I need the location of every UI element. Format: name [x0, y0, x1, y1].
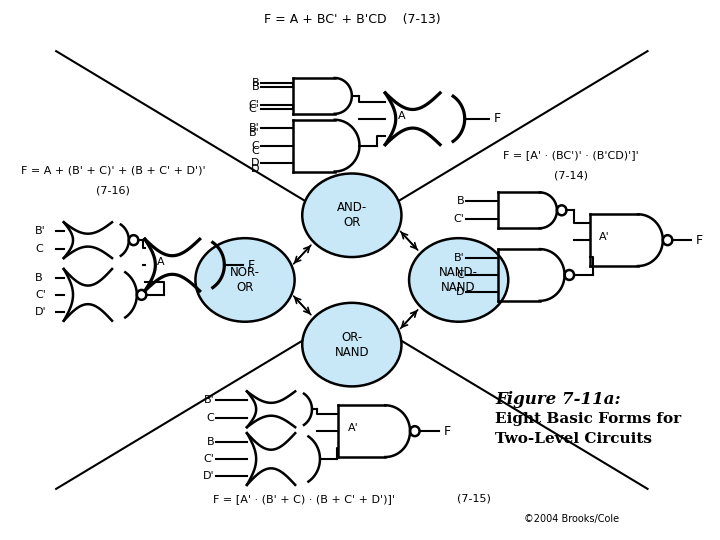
Text: C': C': [454, 214, 464, 224]
Text: A: A: [397, 111, 405, 121]
Ellipse shape: [302, 303, 402, 387]
Text: B: B: [35, 273, 42, 282]
Text: C: C: [35, 244, 43, 254]
Text: B: B: [207, 437, 215, 447]
Text: Eight Basic Forms for: Eight Basic Forms for: [495, 412, 681, 426]
Text: C: C: [251, 140, 259, 151]
Ellipse shape: [302, 173, 402, 257]
Text: A: A: [157, 257, 165, 267]
Text: D: D: [456, 287, 464, 297]
Text: B': B': [204, 395, 215, 406]
Text: B: B: [252, 78, 259, 88]
Text: C': C': [248, 104, 259, 114]
Text: F = [A' · (BC')' · (B'CD)']': F = [A' · (BC')' · (B'CD)']': [503, 151, 639, 160]
Text: B': B': [248, 124, 259, 133]
Text: Two-Level Circuits: Two-Level Circuits: [495, 432, 652, 446]
Text: AND-
OR: AND- OR: [337, 201, 367, 229]
Text: D': D': [203, 471, 215, 481]
Text: B': B': [248, 127, 259, 138]
Text: F = A + (B' + C)' + (B + C' + D')': F = A + (B' + C)' + (B + C' + D')': [21, 166, 206, 176]
Text: NOR-
OR: NOR- OR: [230, 266, 260, 294]
Text: B: B: [252, 82, 259, 92]
Text: (7-16): (7-16): [96, 185, 130, 195]
Text: C: C: [456, 270, 464, 280]
Ellipse shape: [195, 238, 294, 322]
Text: B': B': [454, 253, 464, 263]
Text: A': A': [348, 423, 359, 433]
Text: NAND-
NAND: NAND- NAND: [439, 266, 478, 294]
Text: D': D': [35, 307, 47, 317]
Text: Figure 7-11a:: Figure 7-11a:: [495, 391, 621, 408]
Text: C': C': [35, 290, 46, 300]
Text: F: F: [696, 234, 703, 247]
Text: OR-
NAND: OR- NAND: [335, 330, 369, 359]
Text: F: F: [444, 424, 451, 437]
Text: (7-15): (7-15): [457, 494, 491, 504]
Text: F: F: [493, 112, 500, 125]
Text: (7-14): (7-14): [554, 171, 588, 180]
Text: B: B: [456, 197, 464, 206]
Text: F = [A' · (B' + C) · (B + C' + D')]': F = [A' · (B' + C) · (B + C' + D')]': [213, 494, 395, 504]
Text: A': A': [599, 232, 610, 242]
Text: F: F: [248, 259, 256, 272]
Text: D: D: [251, 164, 259, 173]
Ellipse shape: [409, 238, 508, 322]
Text: F = A + BC' + B'CD    (7-13): F = A + BC' + B'CD (7-13): [264, 13, 440, 26]
Text: D: D: [251, 158, 259, 168]
Text: C: C: [207, 413, 215, 423]
Text: C': C': [204, 454, 215, 464]
Text: ©2004 Brooks/Cole: ©2004 Brooks/Cole: [523, 514, 618, 524]
Text: B': B': [35, 226, 46, 236]
Text: C: C: [251, 146, 259, 156]
Text: C': C': [248, 100, 259, 110]
